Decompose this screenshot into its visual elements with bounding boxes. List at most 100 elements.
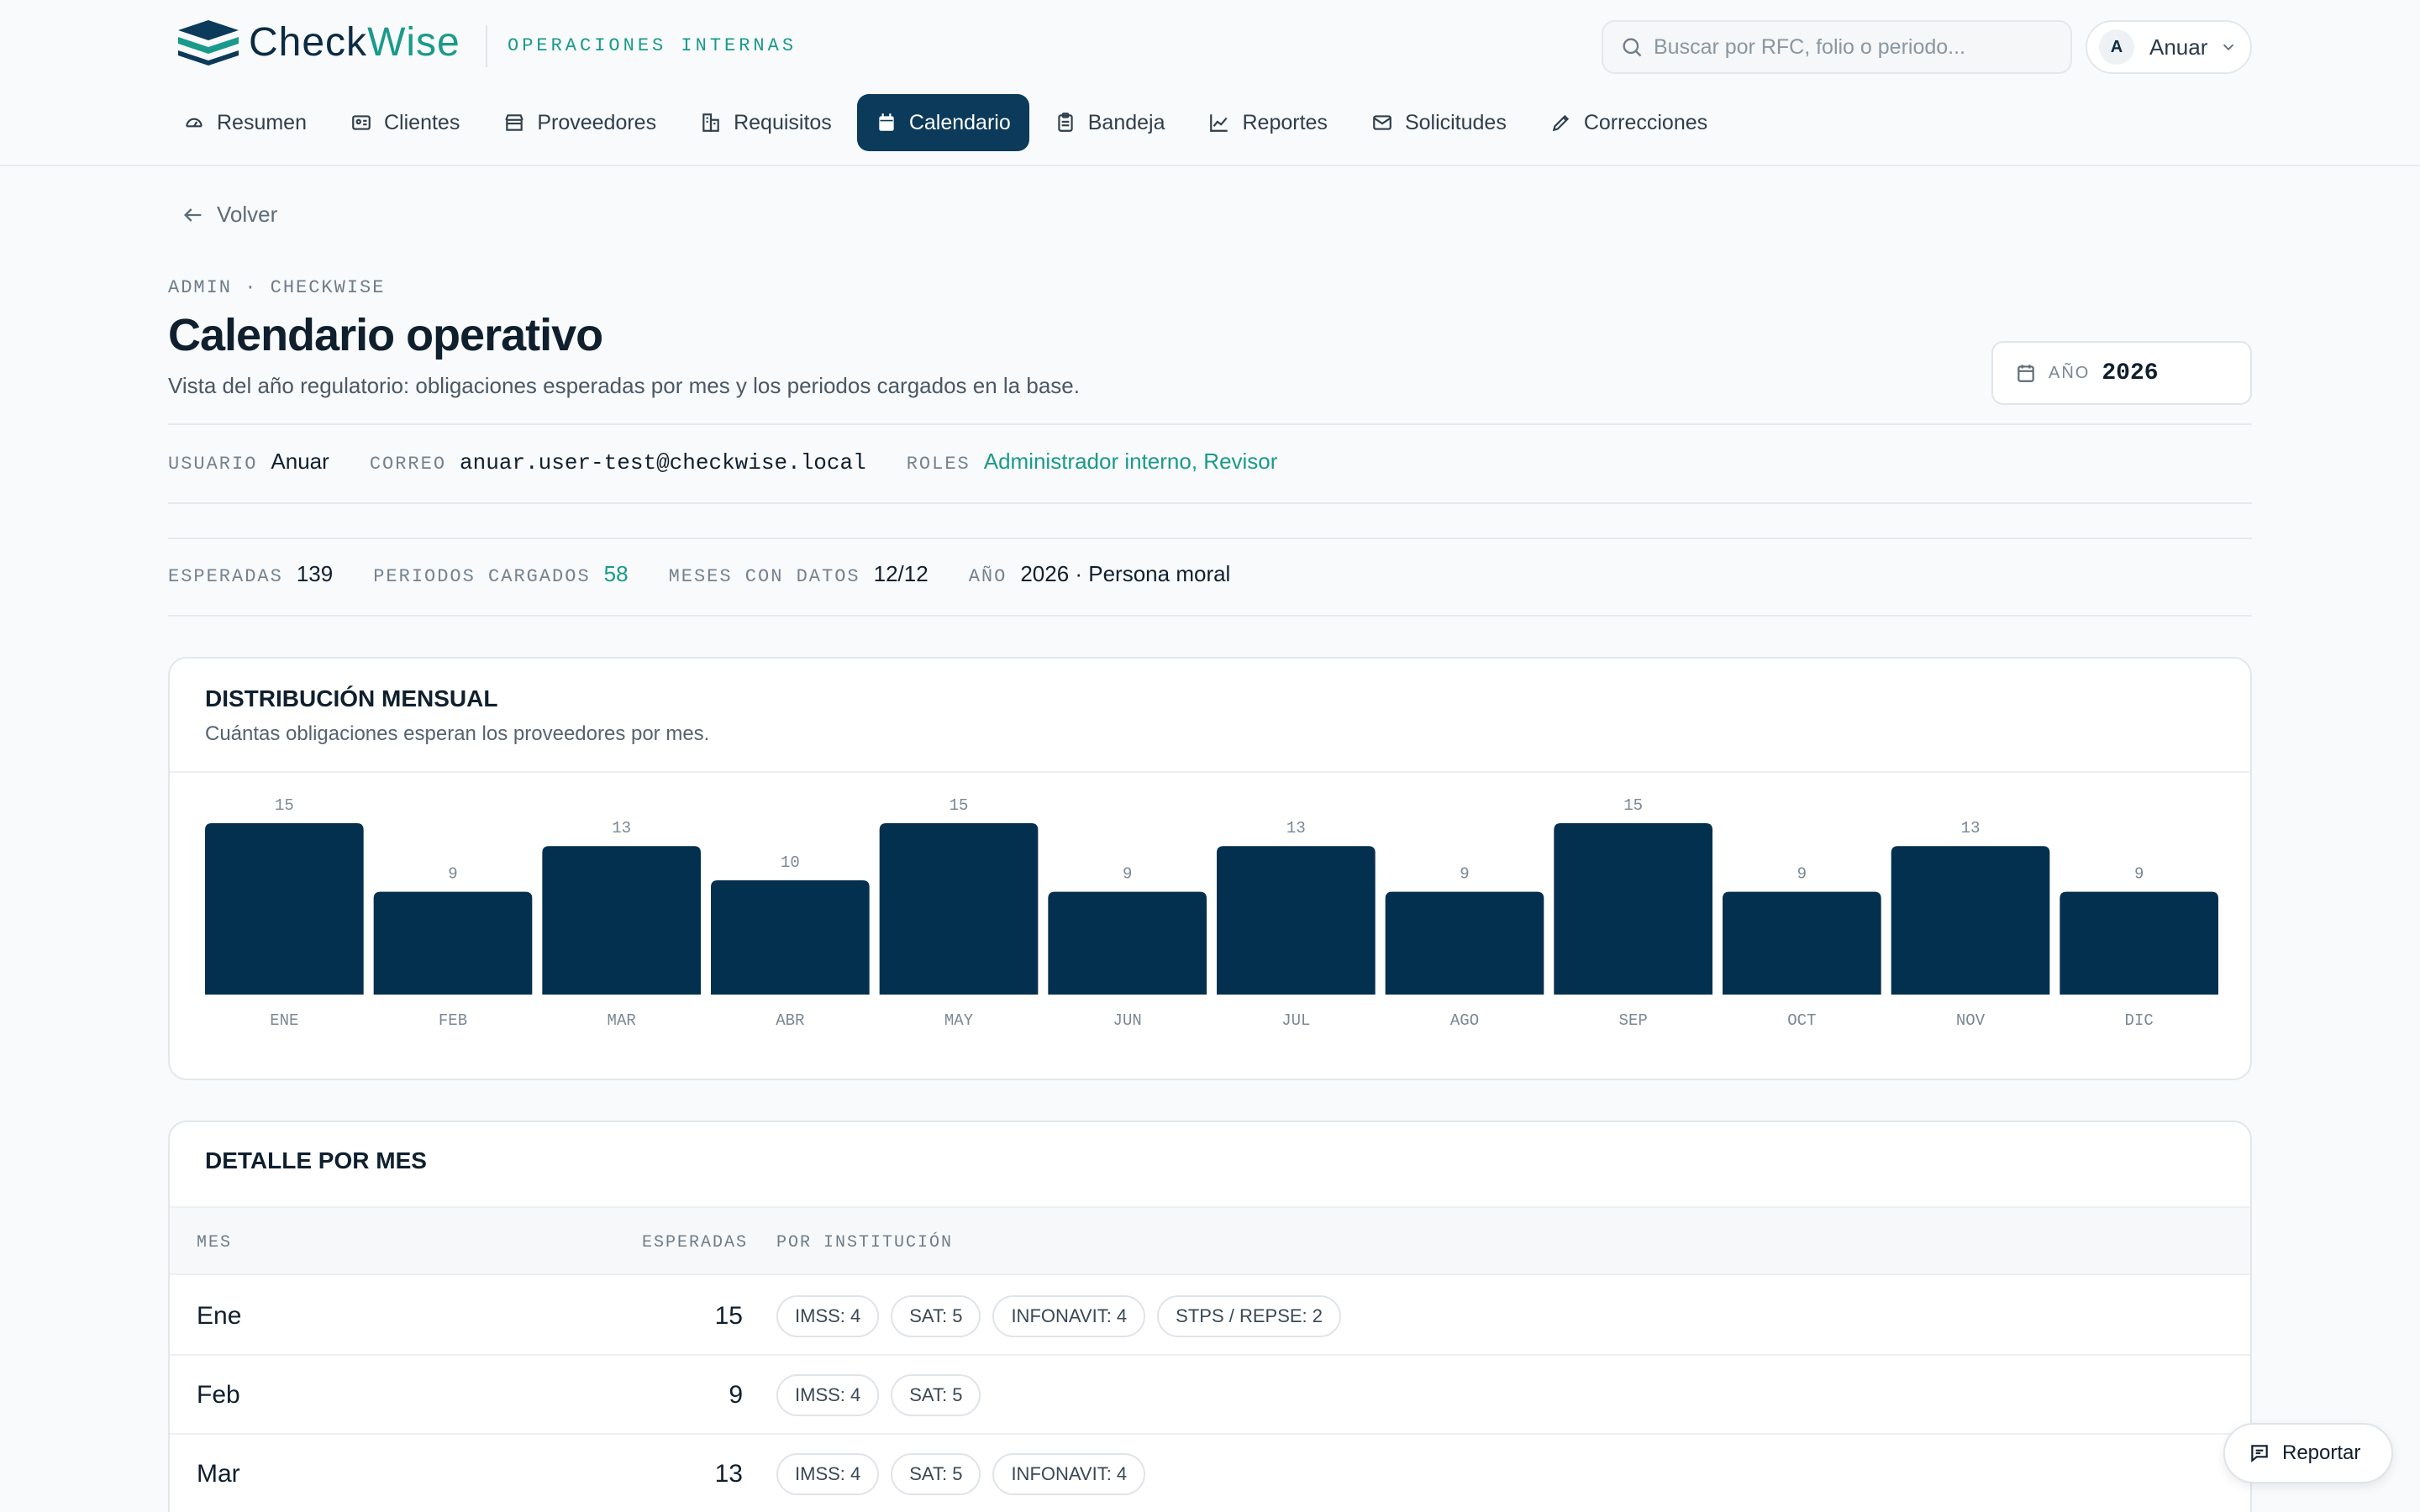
bar-value-label: 9 <box>1797 865 1807 884</box>
stats-year-value: 2026 · Persona moral <box>1020 561 1231 586</box>
report-button[interactable]: Reportar <box>2223 1423 2393 1483</box>
chart-line-icon <box>1210 114 1228 132</box>
bar-value-label: 9 <box>2134 865 2144 884</box>
arrow-left-icon <box>184 207 202 222</box>
nav-item-bandeja[interactable]: Bandeja <box>1036 94 1184 151</box>
stats-row: ESPERADAS 139 PERIODOS CARGADOS 58 MESES… <box>168 561 1270 587</box>
nav-item-correcciones[interactable]: Correcciones <box>1532 94 1726 151</box>
category-label: OCT <box>1787 1011 1816 1030</box>
bar-jun[interactable] <box>1048 891 1207 995</box>
bar-value-label: 9 <box>1123 865 1132 884</box>
category-label: FEB <box>439 1011 467 1030</box>
back-link[interactable]: Volver <box>182 202 277 228</box>
search-box[interactable] <box>1602 20 2072 74</box>
institution-chip: SAT: 5 <box>891 1453 981 1495</box>
table-row[interactable]: Ene 15 IMSS: 4 SAT: 5 INFONAVIT: 4 STPS / REP… <box>170 1277 2250 1356</box>
user-meta: USUARIO Anuar CORREO anuar.user-test@che… <box>168 449 1318 475</box>
bar-feb[interactable] <box>373 891 533 995</box>
nav-label: Calendario <box>908 110 1011 134</box>
bar-may[interactable] <box>879 823 1039 995</box>
nav-label: Clientes <box>384 110 460 134</box>
calendar-icon <box>2018 365 2034 382</box>
category-label: ABR <box>776 1011 804 1030</box>
user-value: Anuar <box>271 449 329 474</box>
nav-label: Proveedores <box>537 110 657 134</box>
months-value: 12/12 <box>873 561 929 586</box>
nav-item-requisitos[interactable]: Requisitos <box>681 94 850 151</box>
report-label: Reportar <box>2282 1441 2361 1464</box>
category-label: JUL <box>1281 1011 1310 1030</box>
nav-item-solicitudes[interactable]: Solicitudes <box>1353 94 1525 151</box>
bar-ago[interactable] <box>1385 891 1544 995</box>
logo-icon <box>176 18 240 66</box>
roles-label: ROLES <box>906 454 971 475</box>
roles-value: Administrador interno, Revisor <box>983 449 1278 474</box>
message-icon <box>2251 1445 2268 1462</box>
col-expected: ESPERADAS <box>642 1233 749 1252</box>
nav-item-resumen[interactable]: Resumen <box>165 94 325 151</box>
nav-label: Solicitudes <box>1404 110 1507 134</box>
card-divider <box>170 771 2250 773</box>
user-name: Anuar <box>2149 34 2208 60</box>
clipboard-icon <box>1058 113 1073 132</box>
institution-chips: IMSS: 4 SAT: 5 INFONAVIT: 4 STPS / REPSE: 2 <box>776 1295 1353 1337</box>
breadcrumb: ADMIN · CHECKWISE <box>168 277 386 298</box>
bar-mar[interactable] <box>542 846 701 995</box>
pencil-icon <box>1552 114 1569 132</box>
divider <box>168 615 2252 617</box>
institution-chip: IMSS: 4 <box>776 1374 880 1416</box>
institution-chip: STPS / REPSE: 2 <box>1157 1295 1342 1337</box>
user-menu-button[interactable]: A Anuar <box>2086 20 2252 74</box>
category-label: NOV <box>1956 1011 1986 1030</box>
bar-ene[interactable] <box>205 823 364 995</box>
table-row[interactable]: Feb 9 IMSS: 4 SAT: 5 <box>170 1356 2250 1435</box>
row-expected: 13 <box>714 1460 743 1488</box>
brand-name: CheckWise <box>249 19 460 65</box>
nav-label: Correcciones <box>1583 110 1708 134</box>
bar-value-label: 10 <box>781 853 800 872</box>
nav-label: Reportes <box>1242 110 1328 134</box>
back-label: Volver <box>217 202 278 227</box>
divider <box>168 502 2252 504</box>
institution-chips: IMSS: 4 SAT: 5 <box>776 1374 992 1416</box>
top-header: CheckWise OPERACIONES INTERNAS A Anuar R… <box>0 0 2420 166</box>
distribution-card: DISTRIBUCIÓN MENSUAL Cuántas obligacione… <box>168 657 2252 1080</box>
bar-abr[interactable] <box>711 880 870 995</box>
nav-label: Resumen <box>217 110 307 134</box>
bar-sep[interactable] <box>1554 823 1712 995</box>
nav-item-clientes[interactable]: Clientes <box>332 94 478 151</box>
bar-dic[interactable] <box>2060 891 2218 995</box>
year-label: AÑO <box>2049 363 2091 382</box>
email-value: anuar.user-test@checkwise.local <box>460 450 866 475</box>
calendar-icon <box>879 113 894 131</box>
table-header: MES ESPERADAS POR INSTITUCIÓN <box>170 1206 2250 1275</box>
user-label: USUARIO <box>168 454 258 475</box>
nav-item-calendario[interactable]: Calendario <box>856 94 1029 151</box>
header-divider <box>486 25 487 67</box>
bar-value-label: 15 <box>275 796 294 815</box>
col-month: MES <box>197 1233 233 1252</box>
bar-oct[interactable] <box>1723 891 1881 995</box>
institution-chip: SAT: 5 <box>891 1295 981 1337</box>
bar-jul[interactable] <box>1217 846 1376 995</box>
nav-item-proveedores[interactable]: Proveedores <box>485 94 675 151</box>
bar-nov[interactable] <box>1891 846 2050 995</box>
brand-subtitle: OPERACIONES INTERNAS <box>508 35 797 56</box>
expected-label: ESPERADAS <box>168 566 283 587</box>
table-row[interactable]: Mar 13 IMSS: 4 SAT: 5 INFONAVIT: 4 <box>170 1435 2250 1512</box>
page-subtitle: Vista del año regulatorio: obligaciones … <box>168 373 1080 398</box>
bar-value-label: 15 <box>1623 796 1643 815</box>
institution-chips: IMSS: 4 SAT: 5 INFONAVIT: 4 <box>776 1453 1157 1495</box>
bar-value-label: 9 <box>448 865 457 884</box>
dashboard-icon <box>186 118 203 128</box>
store-icon <box>505 114 524 131</box>
bar-chart-svg: 15 ENE 9 FEB 13 MAR 10 ABR 15 MAY 9 JUN 13 JUL 9 AGO 15 S… <box>205 796 2218 1030</box>
year-selector[interactable]: AÑO 2026 <box>1991 341 2252 405</box>
divider <box>168 538 2252 539</box>
search-input[interactable] <box>1654 34 2057 60</box>
brand-logo[interactable]: CheckWise <box>176 18 460 66</box>
loaded-label: PERIODOS CARGADOS <box>373 566 591 587</box>
nav-item-reportes[interactable]: Reportes <box>1190 94 1345 151</box>
divider <box>168 423 2252 425</box>
avatar: A <box>2099 29 2134 65</box>
